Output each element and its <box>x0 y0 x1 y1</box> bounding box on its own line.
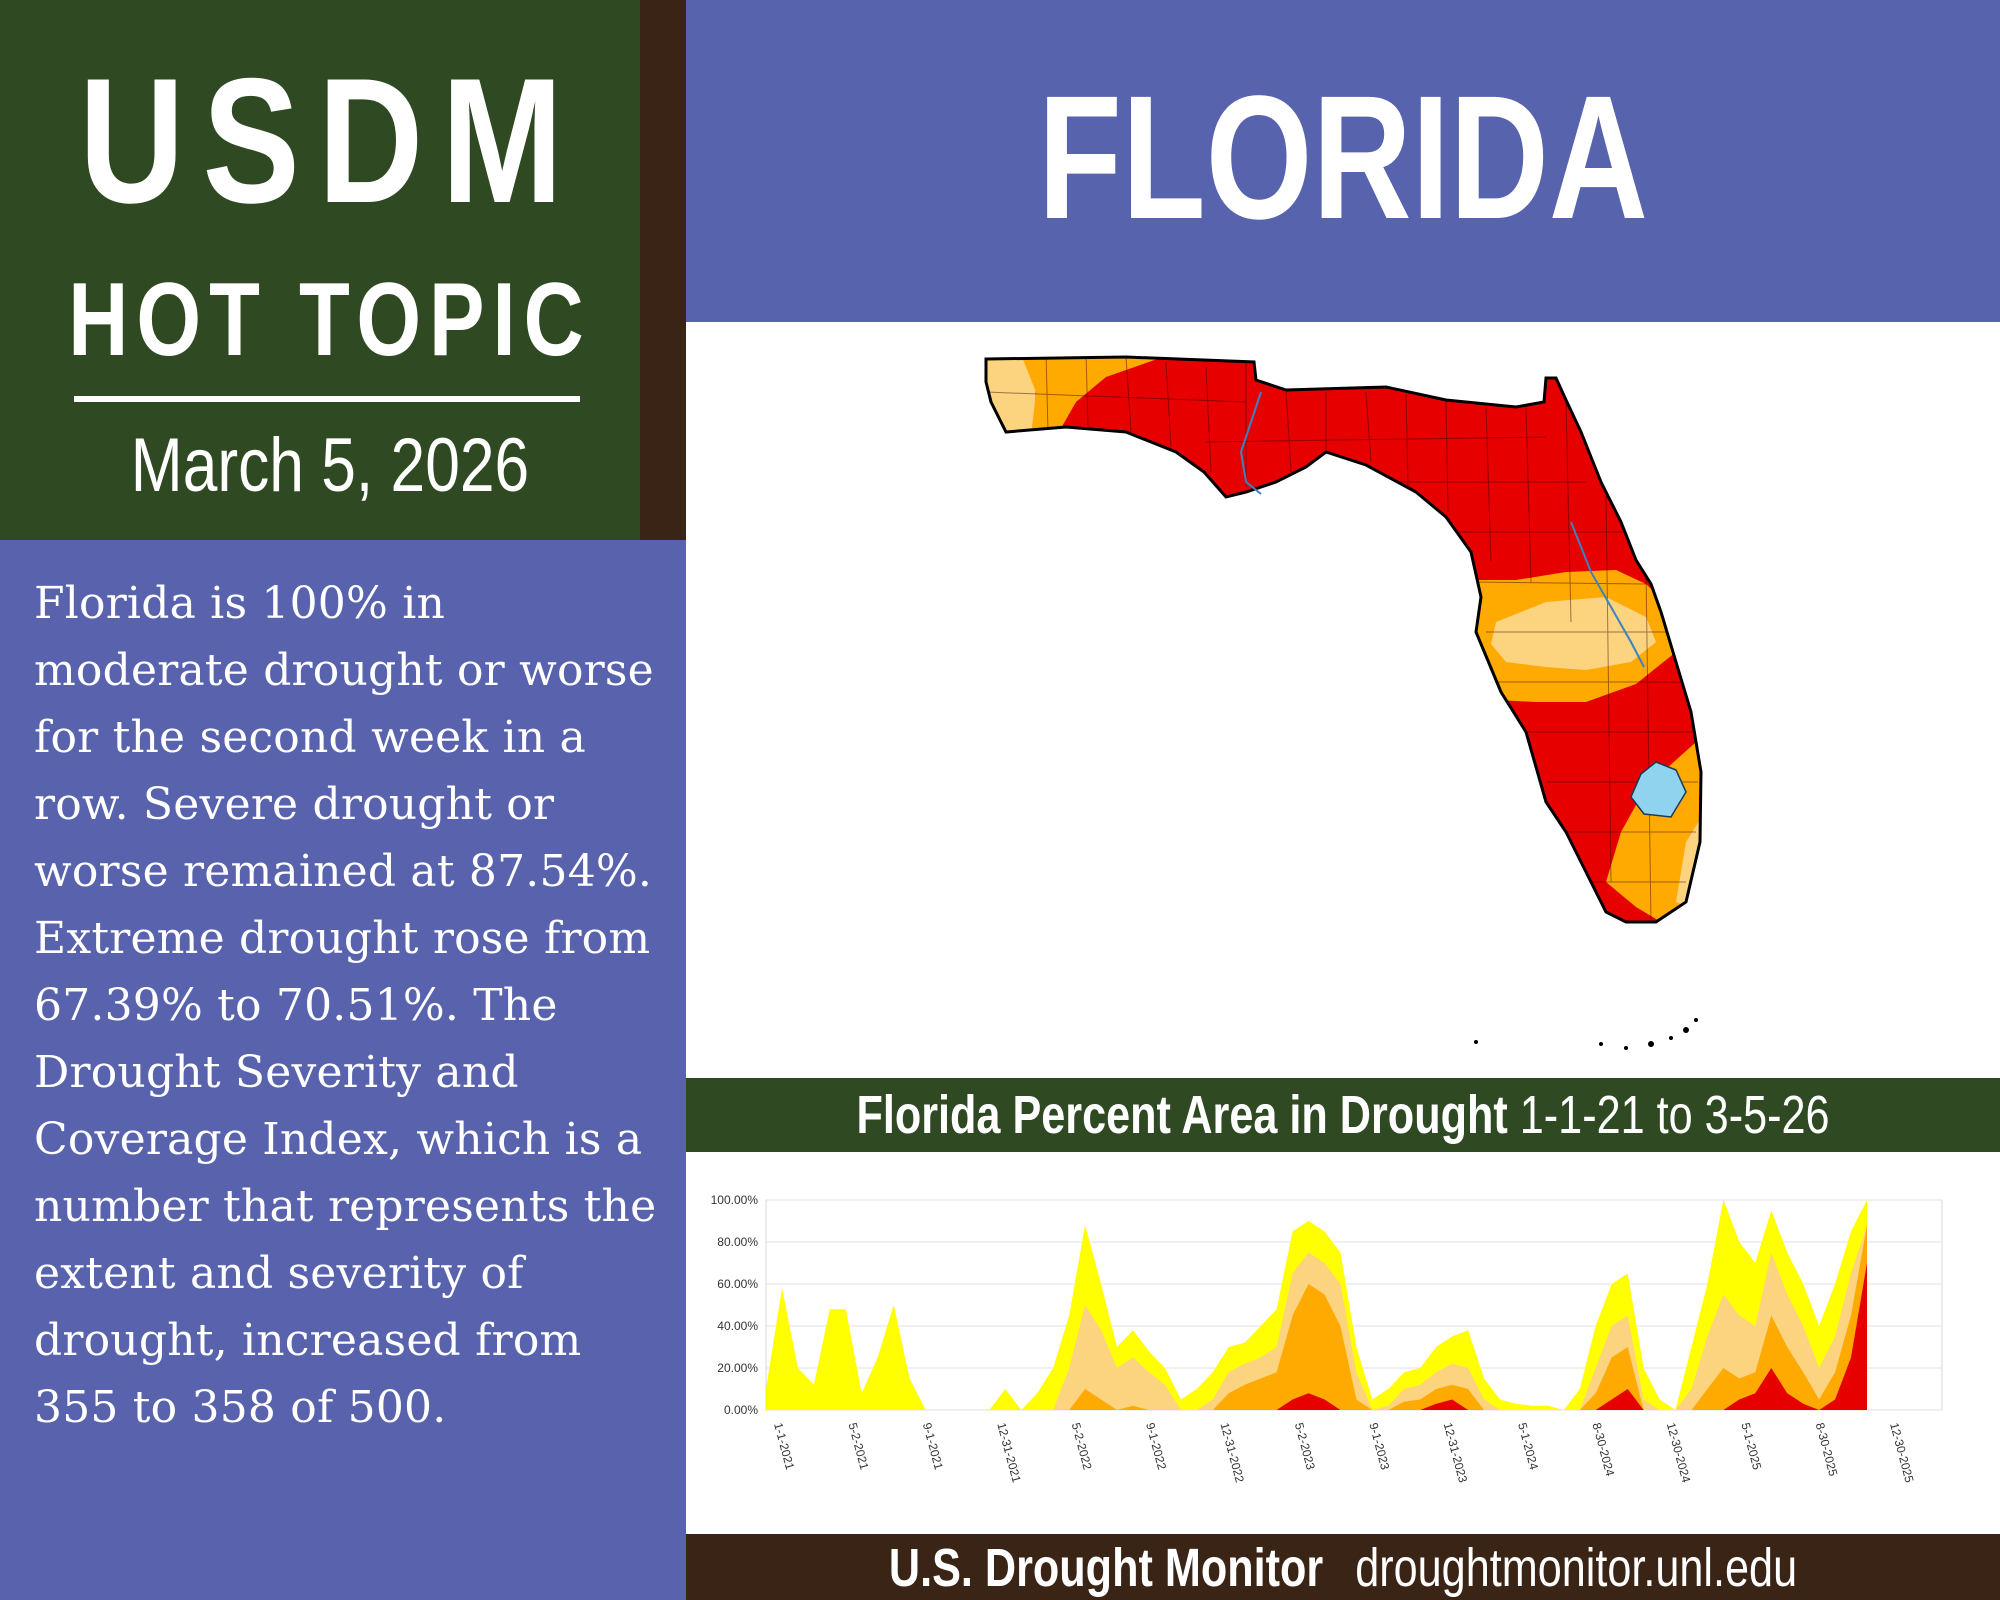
x-tick-label: 5-1-2025 <box>1738 1421 1764 1471</box>
x-tick-label: 9-1-2022 <box>1143 1421 1169 1471</box>
x-tick-label: 9-1-2021 <box>920 1421 946 1471</box>
footer-org: U.S. Drought Monitor <box>888 1538 1324 1598</box>
chart-title-main: Florida Percent Area in Drought <box>856 1085 1508 1145</box>
y-tick-label: 20.00% <box>717 1361 758 1375</box>
state-title: FLORIDA <box>1037 60 1649 256</box>
state-banner <box>686 0 2000 322</box>
footer-url[interactable]: droughtmonitor.unl.edu <box>1355 1538 1798 1598</box>
hot-topic-subtitle: HOT TOPIC <box>68 262 592 378</box>
x-tick-label: 12-31-2023 <box>1441 1421 1470 1484</box>
county-lines <box>986 357 1698 922</box>
florida-keys <box>1474 1018 1698 1050</box>
x-tick-label: 8-30-2025 <box>1813 1421 1841 1478</box>
y-tick-label: 0.00% <box>724 1403 758 1417</box>
y-tick-label: 60.00% <box>717 1277 758 1291</box>
x-tick-label: 12-30-2024 <box>1664 1421 1693 1484</box>
st-johns-river <box>1239 391 1262 495</box>
x-tick-label: 5-2-2021 <box>846 1421 872 1471</box>
x-tick-label: 5-1-2024 <box>1515 1421 1541 1471</box>
footer-text: U.S. Drought Monitor droughtmonitor.unl.e… <box>817 1538 1868 1598</box>
x-tick-label: 12-31-2022 <box>1218 1421 1247 1484</box>
y-tick-label: 40.00% <box>717 1319 758 1333</box>
area-series-3 <box>766 1263 1867 1410</box>
x-tick-label: 9-1-2023 <box>1366 1421 1392 1471</box>
chart-title: Florida Percent Area in Drought 1-1-21 t… <box>817 1083 1868 1147</box>
usdm-title: USDM <box>79 41 581 240</box>
area-series-2 <box>766 1225 1867 1410</box>
report-date: March 5, 2026 <box>130 423 530 508</box>
east-river <box>1570 521 1645 668</box>
header-divider <box>74 396 580 402</box>
x-tick-label: 5-2-2022 <box>1069 1421 1095 1471</box>
y-tick-label: 100.00% <box>711 1193 759 1207</box>
y-tick-label: 80.00% <box>717 1235 758 1249</box>
x-tick-label: 5-2-2023 <box>1292 1421 1318 1471</box>
summary-text: Florida is 100% in moderate drought or w… <box>34 578 657 1433</box>
extreme-drought-southern-tip <box>1606 882 1661 922</box>
drought-area-chart: 0.00% 20.00% 40.00% 60.00% 80.00% 100.00% 1-1-… <box>711 1193 1943 1484</box>
lake-okeechobee <box>1630 761 1687 818</box>
chart-title-band <box>686 1078 2000 1152</box>
x-tick-label: 1-1-2021 <box>771 1421 797 1471</box>
severe-drought-area-panhandle <box>1016 357 1206 437</box>
florida-drought-map <box>984 355 1703 1050</box>
x-tick-label: 8-30-2024 <box>1590 1421 1618 1478</box>
chart-date-range: 1-1-21 to 3-5-26 <box>1519 1085 1830 1145</box>
x-tick-label: 12-30-2025 <box>1887 1421 1916 1484</box>
footer <box>686 1534 2000 1600</box>
state-outline <box>984 355 1703 924</box>
x-tick-label: 12-31-2021 <box>994 1421 1023 1484</box>
moderate-drought-area-panhandle <box>986 357 1036 442</box>
summary-panel <box>0 540 686 1600</box>
left-header: USDM HOT TOPIC March 5, 2026 <box>0 0 640 540</box>
